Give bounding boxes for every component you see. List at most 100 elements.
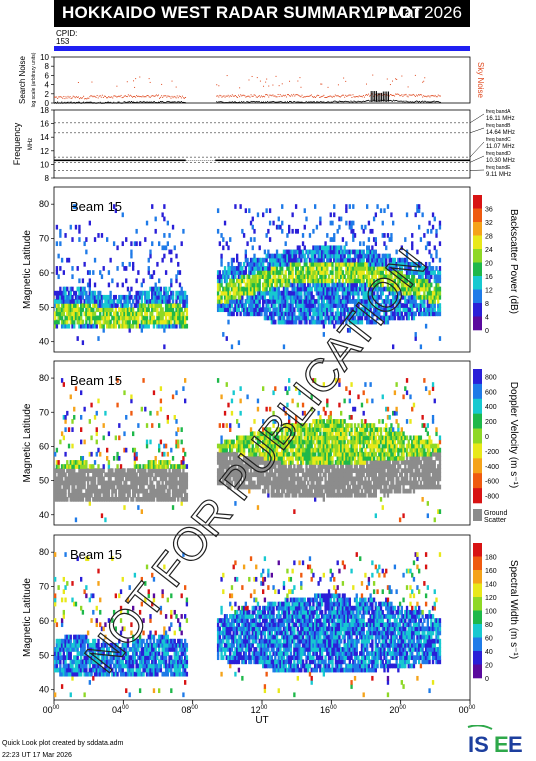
sky-noise-point	[72, 95, 74, 97]
velocity-pixel	[171, 484, 175, 490]
velocity-pixel	[248, 476, 251, 482]
power-pixel	[71, 303, 74, 308]
power-pixel	[60, 257, 64, 263]
power-pixel	[312, 294, 315, 300]
search-noise-point	[279, 100, 281, 102]
sky-noise-point	[426, 96, 428, 98]
power-pixel	[229, 266, 232, 271]
velocity-pixel	[92, 496, 95, 502]
search-noise-point	[294, 101, 296, 103]
power-pixel	[83, 261, 86, 267]
velocity-pixel	[135, 464, 138, 469]
power-pixel	[55, 319, 59, 325]
search-noise-point	[179, 101, 181, 103]
power-pixel	[423, 278, 426, 284]
power-pixel	[267, 228, 270, 234]
power-pixel	[343, 253, 346, 259]
velocity-pixel	[218, 443, 221, 449]
velocity-pixel	[267, 427, 270, 432]
velocity-pixel	[128, 484, 131, 490]
power-pixel	[307, 253, 310, 259]
search-noise-point	[264, 102, 266, 104]
power-pixel	[73, 311, 76, 317]
power-pixel	[74, 224, 78, 230]
velocity-pixel	[147, 464, 150, 469]
velocity-pixel	[119, 464, 123, 469]
power-pixel	[303, 208, 306, 214]
velocity-pixel	[227, 439, 230, 445]
power-pixel	[76, 315, 79, 321]
velocity-pixel	[144, 480, 147, 486]
power-pixel	[267, 282, 270, 288]
cpid-bar	[54, 46, 470, 51]
power-pixel	[433, 278, 436, 284]
power-pixel	[236, 299, 239, 304]
power-pixel	[405, 270, 409, 275]
sky-noise-point	[218, 96, 220, 98]
power-pixel	[331, 315, 334, 321]
velocity-pixel	[242, 435, 246, 441]
power-pixel	[125, 303, 128, 308]
power-pixel	[367, 220, 371, 226]
velocity-pixel	[78, 476, 81, 482]
velocity-pixel	[253, 419, 256, 424]
power-pixel	[374, 311, 377, 317]
power-pixel	[310, 307, 313, 313]
power-pixel	[216, 294, 220, 300]
power-pixel	[300, 282, 303, 288]
power-pixel	[222, 270, 225, 275]
power-pixel	[437, 299, 440, 304]
power-pixel	[106, 307, 109, 313]
power-pixel	[104, 311, 107, 317]
velocity-pixel	[251, 484, 254, 490]
power-pixel	[253, 307, 256, 313]
velocity-pixel	[144, 476, 147, 482]
power-pixel	[277, 286, 280, 292]
power-pixel	[107, 315, 111, 321]
power-pixel	[324, 282, 327, 288]
power-pixel	[92, 311, 95, 317]
velocity-pixel	[229, 427, 232, 432]
power-pixel	[133, 294, 137, 300]
velocity-pixel	[152, 390, 156, 396]
velocity-pixel	[227, 472, 230, 478]
power-pixel	[362, 274, 365, 280]
power-pixel	[395, 307, 398, 313]
power-pixel	[392, 278, 395, 284]
power-pixel	[237, 266, 241, 271]
velocity-pixel	[184, 496, 187, 502]
power-pixel	[232, 299, 235, 304]
velocity-pixel	[88, 492, 91, 498]
search-noise-point	[281, 101, 283, 103]
sky-noise-point	[77, 96, 79, 98]
power-pixel	[114, 303, 117, 308]
power-pixel	[241, 228, 244, 234]
velocity-pixel	[59, 439, 62, 445]
power-pixel	[411, 274, 414, 280]
velocity-pixel	[97, 398, 100, 404]
velocity-pixel	[76, 484, 79, 490]
velocity-pixel	[112, 496, 116, 502]
velocity-pixel	[262, 451, 265, 457]
velocity-pixel	[265, 460, 268, 465]
power-pixel	[336, 315, 339, 321]
sky-noise-point	[55, 96, 57, 98]
power-pixel	[303, 307, 306, 313]
velocity-pixel	[248, 460, 251, 465]
velocity-pixel	[175, 484, 178, 490]
velocity-pixel	[262, 431, 265, 437]
power-pixel	[216, 282, 220, 288]
power-pixel	[86, 307, 90, 313]
power-pixel	[433, 307, 436, 313]
velocity-pixel	[258, 451, 261, 457]
power-pixel	[164, 319, 168, 325]
power-pixel	[317, 245, 320, 251]
velocity-pixel	[229, 460, 232, 465]
power-pixel	[310, 315, 313, 321]
power-pixel	[147, 257, 150, 263]
power-pixel	[293, 299, 296, 304]
velocity-pixel	[81, 472, 85, 478]
velocity-pixel	[244, 435, 247, 441]
velocity-pixel	[57, 460, 60, 465]
power-pixel	[230, 294, 234, 300]
